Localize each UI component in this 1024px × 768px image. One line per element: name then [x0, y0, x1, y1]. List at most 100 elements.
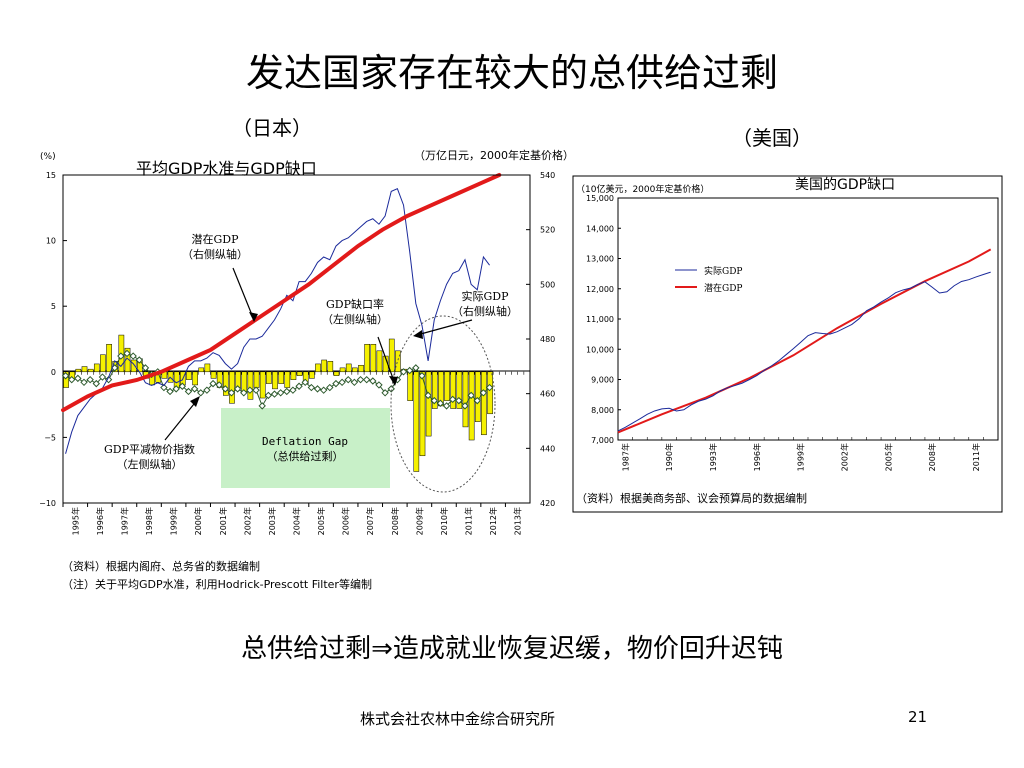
us-y-tick-label: 8,000 [591, 406, 614, 415]
deflator-marker [197, 389, 205, 397]
japan-right-tick-label: 480 [540, 335, 555, 344]
gdp-gap-bar [296, 371, 303, 376]
gdp-gap-bar [413, 371, 420, 472]
deflator-marker [418, 372, 426, 380]
japan-right-tick-label: 520 [540, 226, 555, 235]
japan-x-axis-labels: 1995年 1996年 1997年 1998年 1999年 2000年 2001年 2002年… [70, 507, 522, 535]
deflator-marker [252, 386, 260, 394]
deflator-marker [412, 364, 420, 372]
deflator-marker [246, 386, 254, 394]
gdp-gap-bar [106, 343, 112, 373]
actual-arrow [416, 319, 473, 336]
japan-tick-marks [62, 174, 531, 507]
deflator-marker [209, 379, 217, 388]
deflator-marker [485, 383, 494, 392]
deflator-arrow [164, 398, 199, 441]
gdp-gap-bar [223, 371, 229, 396]
deflator-marker [190, 385, 199, 393]
japan-heading: （日本） [232, 116, 312, 140]
gdp-gap-bar [481, 371, 487, 436]
deflator-marker [240, 389, 248, 397]
japan-left-unit: (%) [40, 152, 56, 162]
us-y-tick-label: 11,000 [586, 315, 614, 324]
gdp-gap-bar [186, 371, 192, 380]
deflator-marker [104, 375, 113, 384]
deflator-markers [61, 349, 494, 410]
japan-x-tick-label: 2013年 [513, 507, 523, 535]
legend-actual-label: 实际GDP [704, 267, 743, 277]
slide-title: 发达国家存在较大的总供给过剩 [245, 51, 778, 95]
us-x-axis-labels: 1987年 1990年 1993年 1996年 1999年 2002年 2005年 2008年… [620, 443, 981, 471]
gdp-gap-bar [462, 371, 469, 428]
japan-method-note: （注）关于平均GDP水准，利用Hodrick-Prescott Filter等编… [62, 578, 372, 591]
deflator-arrow-head [190, 396, 200, 407]
gdp-gap-bars [63, 334, 493, 472]
deflator-marker [221, 385, 230, 393]
us-actual-gdp-line [617, 271, 991, 432]
deflator-marker [319, 386, 328, 394]
deflator-marker [326, 383, 334, 392]
japan-left-tick-label: 0 [51, 368, 56, 377]
japan-x-tick-label: 2009年 [414, 507, 424, 535]
deflator-marker [172, 385, 180, 393]
japan-right-tick-label: 500 [540, 280, 555, 289]
page-number: 21 [908, 708, 928, 726]
deflator-marker [117, 352, 125, 360]
deflator-marker [283, 387, 291, 396]
actual-gdp-annotation: 实际GDP （右侧纵轴） [452, 290, 518, 318]
japan-x-tick-label: 2006年 [341, 507, 351, 535]
gdp-gap-bar [229, 371, 235, 404]
deflator-marker [424, 391, 432, 400]
deflator-line [65, 352, 490, 408]
deflation-gap-label: Deflation Gap （总供给过剩） [261, 435, 349, 463]
deflator-marker [98, 373, 107, 381]
gdp-gap-bar [130, 359, 137, 373]
deflator-marker [344, 375, 352, 384]
deflator-marker [166, 387, 174, 396]
gap-arrow [377, 336, 396, 385]
japan-x-tick-label: 2012年 [488, 507, 498, 535]
gdp-gap-bar [376, 350, 383, 373]
gdp-gap-bar [210, 371, 217, 379]
us-y-tick-label: 7,000 [591, 436, 614, 445]
deflator-marker [215, 381, 223, 389]
japan-x-tick-label: 1996年 [95, 507, 105, 535]
deflation-gap-box [221, 408, 390, 488]
japan-source-note: （资料）根据内阁府、总务省的数据编制 [62, 560, 260, 573]
us-x-tick-label: 2002年 [840, 443, 850, 471]
us-outer-frame [572, 175, 1003, 513]
deflator-marker [381, 389, 389, 397]
gdp-gap-bar [450, 371, 457, 409]
gdp-gap-bar [352, 367, 358, 373]
potential-arrow-head [249, 312, 258, 322]
us-unit: （10亿美元，2000年定基价格） [576, 185, 710, 195]
gdp-gap-bar [198, 367, 205, 373]
japan-right-tick-label: 420 [540, 499, 555, 508]
deflator-marker [301, 378, 309, 387]
us-x-tick-label: 1993年 [708, 443, 718, 471]
deflator-marker [184, 387, 193, 396]
deflator-marker [479, 389, 488, 397]
deflator-marker [369, 377, 377, 385]
deflator-marker [92, 379, 101, 388]
japan-x-tick-label: 1997年 [119, 507, 129, 535]
us-x-tick-label: 1990年 [664, 443, 674, 471]
us-tick-marks [617, 197, 999, 441]
us-y-tick-label: 9,000 [591, 376, 614, 385]
deflator-marker [80, 378, 88, 387]
deflator-marker [203, 386, 211, 394]
deflator-marker [473, 396, 481, 405]
us-x-tick-label: 1996年 [752, 443, 762, 471]
japan-x-tick-label: 2010年 [439, 507, 449, 535]
us-x-tick-label: 2011年 [971, 443, 981, 471]
gdp-gap-bar [419, 371, 426, 457]
gdp-gap-bar [431, 371, 438, 409]
gdp-gap-bar [339, 367, 346, 373]
us-y-axis-labels: 15,000 14,000 13,000 12,000 11,000 10,000 9,00… [586, 194, 614, 445]
gdp-gap-bar [468, 371, 475, 441]
us-potential-gdp-line [617, 248, 992, 434]
deflator-marker [430, 396, 438, 405]
potential-arrow [232, 267, 255, 321]
deflator-marker [61, 372, 70, 380]
gdp-gap-bar [100, 354, 106, 373]
